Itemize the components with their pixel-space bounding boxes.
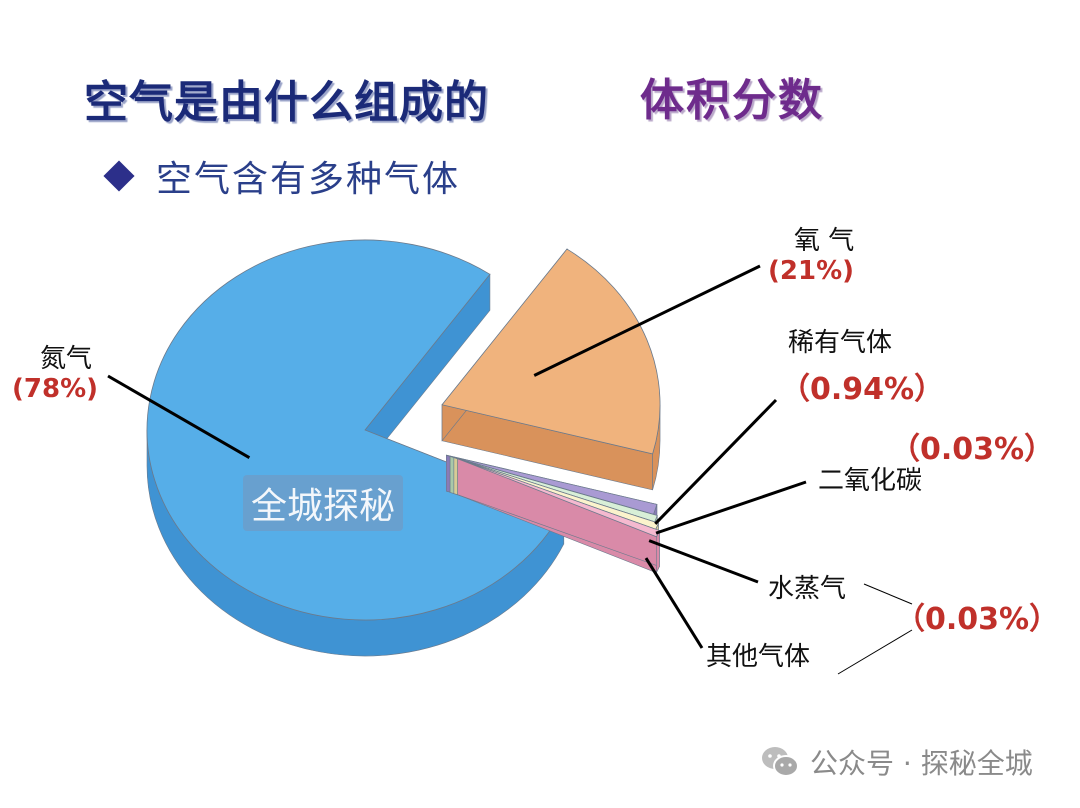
- footer-text: 公众号 · 探秘全城: [810, 747, 1033, 780]
- slice-pct-water-other: （0.03%）: [895, 602, 1060, 637]
- slice-pct-oxygen: (21%): [768, 256, 854, 286]
- page-subtitle: 体积分数: [640, 75, 824, 126]
- wechat-icon: [762, 747, 799, 777]
- pie-slice-other-gases-side: [656, 530, 660, 573]
- grouping-bracket-top: [863, 583, 913, 605]
- bullet-point: 空气含有多种气体: [103, 150, 461, 202]
- slice-pct-co2: （0.03%）: [890, 432, 1055, 467]
- watermark: 全城探秘: [243, 475, 404, 531]
- leader-line-nitrogen: [107, 374, 251, 460]
- pie-slice-oxygen: [441, 248, 661, 455]
- bullet-text: 空气含有多种气体: [156, 159, 461, 200]
- slice-pct-rare-gases: （0.94%）: [780, 372, 945, 407]
- slice-label-rare-gases: 稀有气体: [788, 328, 893, 358]
- grouping-bracket-bottom: [837, 629, 913, 675]
- slice-label-nitrogen: 氮气: [40, 344, 93, 374]
- slice-pct-nitrogen: (78%): [12, 374, 98, 404]
- leader-line-rare-gases: [654, 398, 778, 525]
- leader-line-co2: [655, 480, 807, 535]
- slice-label-oxygen: 氧 气: [794, 226, 855, 256]
- leader-line-water-vapor: [648, 539, 759, 584]
- slice-label-water-vapor: 水蒸气: [768, 574, 847, 604]
- leader-line-other-gases: [644, 557, 704, 649]
- leader-line-oxygen: [533, 264, 761, 377]
- footer: 公众号 · 探秘全城: [760, 742, 1033, 782]
- page-title: 空气是由什么组成的: [84, 77, 489, 128]
- slice-label-other-gases: 其他气体: [706, 642, 811, 672]
- slice-label-co2: 二氧化碳: [818, 466, 923, 496]
